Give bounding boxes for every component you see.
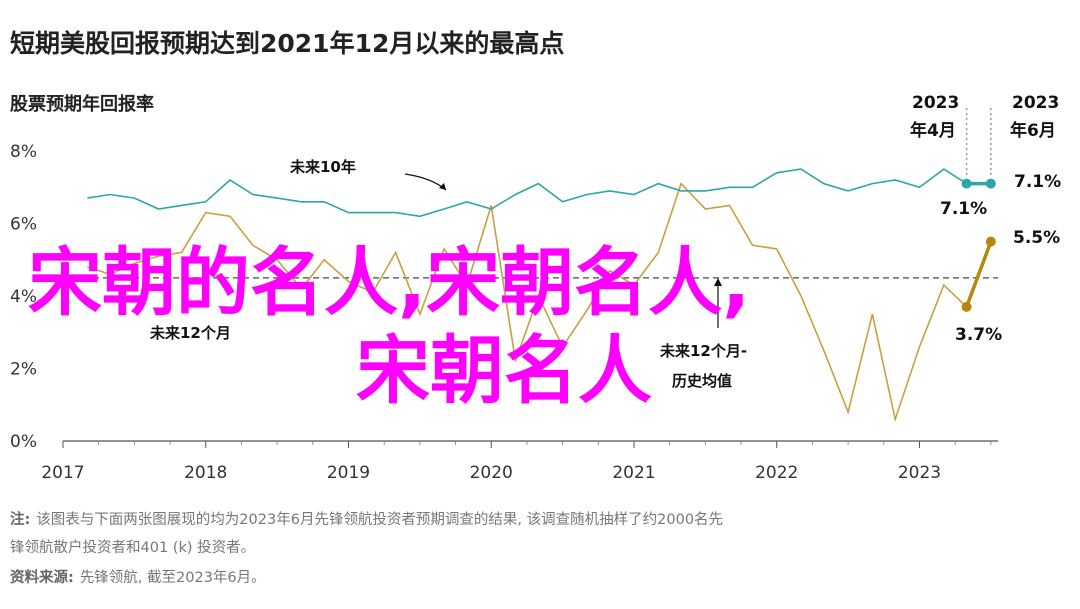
x-tick-label: 2022: [755, 463, 798, 483]
june-month-label: 年6月: [1010, 120, 1056, 141]
point-twelve: [961, 301, 972, 312]
x-tick-label: 2019: [327, 463, 370, 483]
source-line: 资料来源: 先锋领航, 截至2023年6月。: [10, 568, 266, 586]
point-ten: [985, 178, 996, 189]
annotation-ten-year: 未来10年: [289, 158, 447, 191]
source-label: 资料来源:: [10, 568, 74, 586]
annotation-historical-average: 未来12个月- 历史均值: [659, 278, 747, 390]
note-line-1: 注: 该图表与下面两张图展现的均为2023年6月先锋领航投资者预期调查的结果, 该…: [10, 510, 723, 528]
annotation-ten-year-arrowhead: [439, 183, 446, 190]
value-label-twelve-april: 3.7%: [955, 325, 1002, 345]
series-line-twelve-month: [87, 182, 968, 423]
april-year-label: 2023: [912, 93, 959, 113]
source-text: 先锋领航, 截至2023年6月。: [80, 569, 266, 586]
y-tick-label: 2%: [10, 360, 37, 380]
annotation-average-label-line1: 未来12个月-: [659, 342, 747, 360]
annotation-twelve-month-label: 未来12个月: [149, 324, 231, 342]
x-tick-label: 2017: [41, 463, 84, 483]
highlight-guides: [965, 108, 992, 176]
annotation-twelve-month: 未来12个月: [149, 324, 231, 342]
annotation-average-label-line2: 历史均值: [672, 372, 732, 390]
june-year-label: 2023: [1012, 93, 1059, 113]
watermark-line-2: 宋朝名人: [356, 328, 652, 414]
series-line-ten-year: [87, 168, 968, 218]
annotation-april-2023: 2023 年4月: [910, 93, 959, 141]
april-month-label: 年4月: [910, 120, 956, 141]
y-tick-label: 8%: [10, 142, 37, 162]
annotation-average-arrowhead: [714, 278, 722, 286]
chart-title: 短期美股回报预期达到2021年12月以来的最高点: [10, 29, 564, 58]
x-tick-label: 2018: [184, 463, 227, 483]
note-text-1: 该图表与下面两张图展现的均为2023年6月先锋领航投资者预期调查的结果, 该调查…: [36, 511, 723, 528]
y-axis: 0% 2% 4% 6% 8%: [10, 142, 37, 452]
x-tick-label: 2020: [470, 463, 513, 483]
x-axis: 2017 2018 2019 2020 2021 2022 2023: [41, 440, 998, 483]
annotation-june-2023: 2023 年6月: [1010, 93, 1059, 141]
highlight-points: [961, 178, 996, 312]
x-tick-label: 2023: [898, 463, 941, 483]
point-twelve: [985, 236, 996, 247]
chart-subtitle: 股票预期年回报率: [9, 93, 154, 115]
x-tick-label: 2021: [612, 463, 655, 483]
value-label-ten-april: 7.1%: [940, 199, 987, 219]
y-tick-label: 0%: [10, 432, 37, 452]
y-tick-label: 4%: [10, 287, 37, 307]
value-label-twelve-june: 5.5%: [1013, 228, 1060, 248]
note-label: 注:: [10, 510, 30, 528]
watermark-line-1: 宋朝的名人,宋朝名人,: [28, 240, 750, 326]
y-tick-label: 6%: [10, 215, 37, 235]
series-segment-twelve-month-recent: [964, 241, 993, 308]
value-label-ten-june: 7.1%: [1014, 172, 1061, 192]
point-ten: [961, 178, 972, 189]
annotation-ten-year-label: 未来10年: [289, 158, 356, 176]
note-line-2: 锋领航散户投资者和401 (k) 投资者。: [10, 539, 255, 556]
